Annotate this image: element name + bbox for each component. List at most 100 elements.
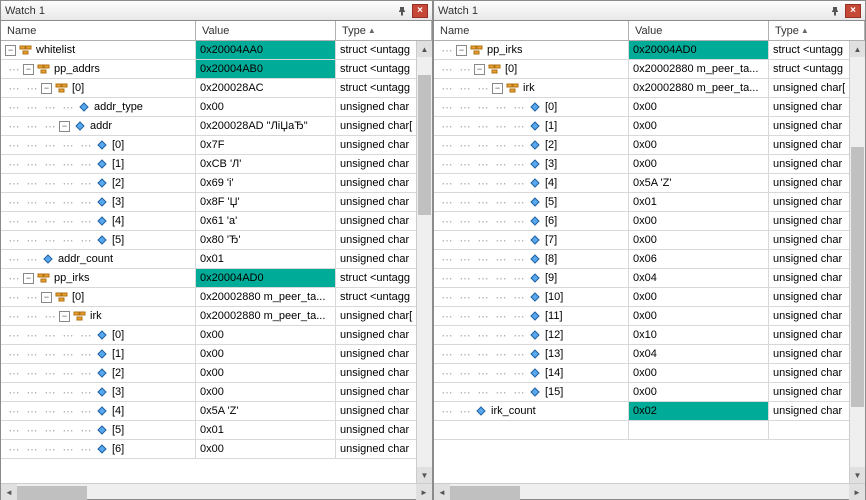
scroll-left-icon[interactable]: ◄ — [1, 484, 17, 500]
name-cell[interactable]: ⋯⋯⋯⋯⋯[4] — [1, 212, 196, 230]
name-cell[interactable]: ⋯⋯⋯⋯⋯[6] — [434, 212, 629, 230]
table-row[interactable]: ⋯⋯⋯⋯⋯[4]0x5A 'Z'unsigned char — [434, 174, 865, 193]
value-cell[interactable]: 0x06 — [629, 250, 769, 268]
value-cell[interactable]: 0x00 — [629, 155, 769, 173]
value-cell[interactable]: 0x20004AA0 — [196, 41, 336, 59]
value-cell[interactable] — [629, 421, 769, 439]
close-icon[interactable]: × — [412, 4, 428, 18]
name-cell[interactable]: −whitelist — [1, 41, 196, 59]
table-row[interactable]: ⋯⋯⋯⋯⋯[3]0x00unsigned char — [434, 155, 865, 174]
table-row[interactable]: ⋯⋯⋯⋯⋯[6]0x00unsigned char — [434, 212, 865, 231]
table-row[interactable]: ⋯⋯⋯⋯⋯[14]0x00unsigned char — [434, 364, 865, 383]
name-cell[interactable]: ⋯⋯⋯⋯⋯[11] — [434, 307, 629, 325]
value-cell[interactable]: 0x00 — [196, 364, 336, 382]
table-row[interactable]: ⋯⋯⋯⋯⋯[6]0x00unsigned char — [1, 440, 432, 459]
value-cell[interactable]: 0x01 — [629, 193, 769, 211]
table-row[interactable]: ⋯⋯⋯−addr0x200028AD "⁠ЛіЏаЂ"unsigned char… — [1, 117, 432, 136]
value-cell[interactable]: 0x00 — [629, 212, 769, 230]
name-cell[interactable]: ⋯⋯⋯⋯addr_type — [1, 98, 196, 116]
table-row[interactable]: ⋯⋯⋯⋯⋯[2]0x69 'i'unsigned char — [1, 174, 432, 193]
header-name[interactable]: Name — [1, 21, 196, 40]
scroll-thumb-h[interactable] — [450, 486, 520, 500]
table-row[interactable]: ⋯⋯⋯⋯⋯[1]0xCB 'Л'unsigned char — [1, 155, 432, 174]
name-cell[interactable]: ⋯⋯⋯⋯⋯[1] — [1, 345, 196, 363]
table-row[interactable]: ⋯⋯⋯⋯⋯[0]0x7Funsigned char — [1, 136, 432, 155]
table-row[interactable]: ⋯⋯⋯−irk0x20002880 m_peer_ta...unsigned c… — [1, 307, 432, 326]
name-cell[interactable]: ⋯⋯⋯⋯⋯[9] — [434, 269, 629, 287]
pin-icon[interactable] — [827, 4, 843, 18]
expander-icon[interactable]: − — [5, 45, 16, 56]
value-cell[interactable]: 0x00 — [196, 440, 336, 458]
value-cell[interactable]: 0x5A 'Z' — [196, 402, 336, 420]
value-cell[interactable]: 0x20004AB0 — [196, 60, 336, 78]
expander-icon[interactable]: − — [41, 292, 52, 303]
expander-icon[interactable]: − — [456, 45, 467, 56]
vertical-scrollbar[interactable]: ▲ ▼ — [416, 41, 432, 483]
value-cell[interactable]: 0x5A 'Z' — [629, 174, 769, 192]
table-row[interactable]: ⋯⋯⋯⋯⋯[1]0x00unsigned char — [1, 345, 432, 364]
horizontal-scrollbar[interactable]: ◄ ► — [1, 483, 432, 499]
expander-icon[interactable]: − — [59, 311, 70, 322]
name-cell[interactable]: ⋯⋯⋯⋯⋯[8] — [434, 250, 629, 268]
table-row[interactable]: ⋯⋯irk_count0x02unsigned char — [434, 402, 865, 421]
table-row[interactable]: ⋯⋯⋯⋯⋯[13]0x04unsigned char — [434, 345, 865, 364]
name-cell[interactable]: ⋯⋯⋯⋯⋯[13] — [434, 345, 629, 363]
name-cell[interactable]: ⋯⋯⋯−irk — [434, 79, 629, 97]
name-cell[interactable]: ⋯⋯⋯⋯⋯[1] — [434, 117, 629, 135]
value-cell[interactable]: 0x10 — [629, 326, 769, 344]
table-row[interactable]: ⋯⋯⋯⋯⋯[4]0x61 'a'unsigned char — [1, 212, 432, 231]
scroll-down-icon[interactable]: ▼ — [417, 467, 432, 483]
value-cell[interactable]: 0x00 — [629, 98, 769, 116]
table-row[interactable]: ⋯⋯⋯−irk0x20002880 m_peer_ta...unsigned c… — [434, 79, 865, 98]
table-row[interactable]: ⋯−pp_irks0x20004AD0struct <untagg — [1, 269, 432, 288]
table-row[interactable]: ⋯−pp_irks0x20004AD0struct <untagg — [434, 41, 865, 60]
scroll-up-icon[interactable]: ▲ — [850, 41, 865, 57]
value-cell[interactable]: 0x80 'Ђ' — [196, 231, 336, 249]
value-cell[interactable]: 0x200028AC — [196, 79, 336, 97]
value-cell[interactable]: 0x04 — [629, 345, 769, 363]
value-cell[interactable]: 0x00 — [629, 383, 769, 401]
table-row[interactable]: ⋯⋯addr_count0x01unsigned char — [1, 250, 432, 269]
value-cell[interactable]: 0x00 — [196, 326, 336, 344]
name-cell[interactable]: ⋯⋯⋯⋯⋯[10] — [434, 288, 629, 306]
name-cell[interactable]: ⋯⋯⋯⋯⋯[3] — [1, 383, 196, 401]
value-cell[interactable]: 0x20002880 m_peer_ta... — [196, 288, 336, 306]
table-row[interactable]: ⋯−pp_addrs0x20004AB0struct <untagg — [1, 60, 432, 79]
table-row[interactable]: ⋯⋯⋯⋯⋯[2]0x00unsigned char — [434, 136, 865, 155]
value-cell[interactable]: 0x00 — [629, 136, 769, 154]
table-row[interactable]: ⋯⋯⋯⋯⋯[11]0x00unsigned char — [434, 307, 865, 326]
name-cell[interactable]: ⋯−pp_irks — [1, 269, 196, 287]
name-cell[interactable]: ⋯⋯⋯⋯⋯[5] — [1, 421, 196, 439]
value-cell[interactable]: 0x20002880 m_peer_ta... — [196, 307, 336, 325]
name-cell[interactable]: ⋯−pp_irks — [434, 41, 629, 59]
value-cell[interactable]: 0x8F 'Џ' — [196, 193, 336, 211]
scroll-thumb[interactable] — [851, 147, 864, 407]
name-cell[interactable]: ⋯⋯⋯⋯⋯[3] — [434, 155, 629, 173]
table-row[interactable]: ⋯⋯−[0]0x200028ACstruct <untagg — [1, 79, 432, 98]
name-cell[interactable]: ⋯⋯⋯⋯⋯[5] — [1, 231, 196, 249]
scroll-thumb[interactable] — [418, 75, 431, 215]
scroll-up-icon[interactable]: ▲ — [417, 41, 432, 57]
table-row[interactable]: ⋯⋯⋯⋯⋯[1]0x00unsigned char — [434, 117, 865, 136]
name-cell[interactable]: ⋯⋯⋯⋯⋯[2] — [434, 136, 629, 154]
value-cell[interactable]: 0x02 — [629, 402, 769, 420]
value-cell[interactable]: 0x20004AD0 — [629, 41, 769, 59]
table-row[interactable]: ⋯⋯⋯⋯⋯[5]0x80 'Ђ'unsigned char — [1, 231, 432, 250]
table-row[interactable]: −whitelist0x20004AA0struct <untagg — [1, 41, 432, 60]
name-cell[interactable]: ⋯⋯⋯−irk — [1, 307, 196, 325]
name-cell[interactable]: ⋯⋯⋯⋯⋯[2] — [1, 174, 196, 192]
table-row[interactable]: ⋯⋯⋯⋯⋯[7]0x00unsigned char — [434, 231, 865, 250]
value-cell[interactable]: 0x00 — [629, 117, 769, 135]
scroll-thumb-h[interactable] — [17, 486, 87, 500]
expander-icon[interactable]: − — [23, 64, 34, 75]
value-cell[interactable]: 0x00 — [629, 231, 769, 249]
name-cell[interactable]: ⋯−pp_addrs — [1, 60, 196, 78]
name-cell[interactable]: ⋯⋯⋯⋯⋯[6] — [1, 440, 196, 458]
table-row[interactable]: ⋯⋯⋯⋯⋯[3]0x00unsigned char — [1, 383, 432, 402]
table-row[interactable]: ⋯⋯−[0]0x20002880 m_peer_ta...struct <unt… — [434, 60, 865, 79]
vertical-scrollbar[interactable]: ▲ ▼ — [849, 41, 865, 483]
value-cell[interactable]: 0x200028AD "⁠ЛіЏаЂ" — [196, 117, 336, 135]
value-cell[interactable]: 0x01 — [196, 421, 336, 439]
name-cell[interactable]: ⋯⋯−[0] — [1, 288, 196, 306]
value-cell[interactable]: 0x20002880 m_peer_ta... — [629, 60, 769, 78]
